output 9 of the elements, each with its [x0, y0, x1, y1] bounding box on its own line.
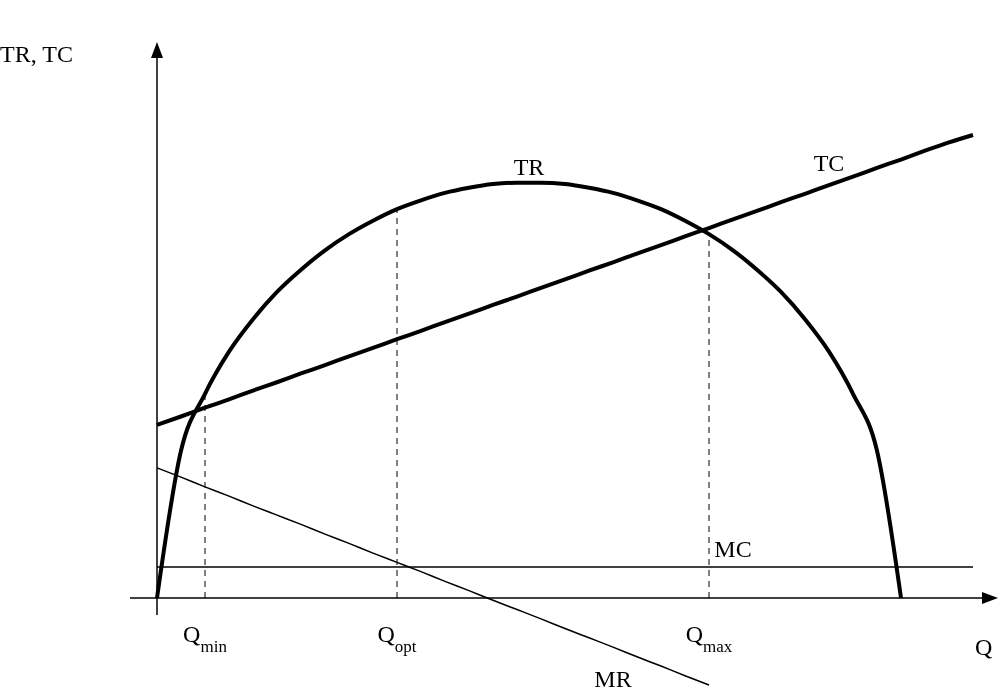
series-label: MC: [714, 535, 752, 562]
series-label: TR: [513, 153, 545, 180]
x-tick-label: Q$_{opt}$: [377, 621, 417, 656]
series-label: MR: [594, 666, 632, 691]
series-label: TC: [813, 150, 845, 176]
x-tick-label: Q$_{max}$: [685, 621, 733, 656]
x-tick-label: Q$_{min}$: [183, 621, 228, 656]
x-axis-title: Q: [975, 634, 993, 660]
y-axis-title: TR, TC: [0, 41, 73, 67]
